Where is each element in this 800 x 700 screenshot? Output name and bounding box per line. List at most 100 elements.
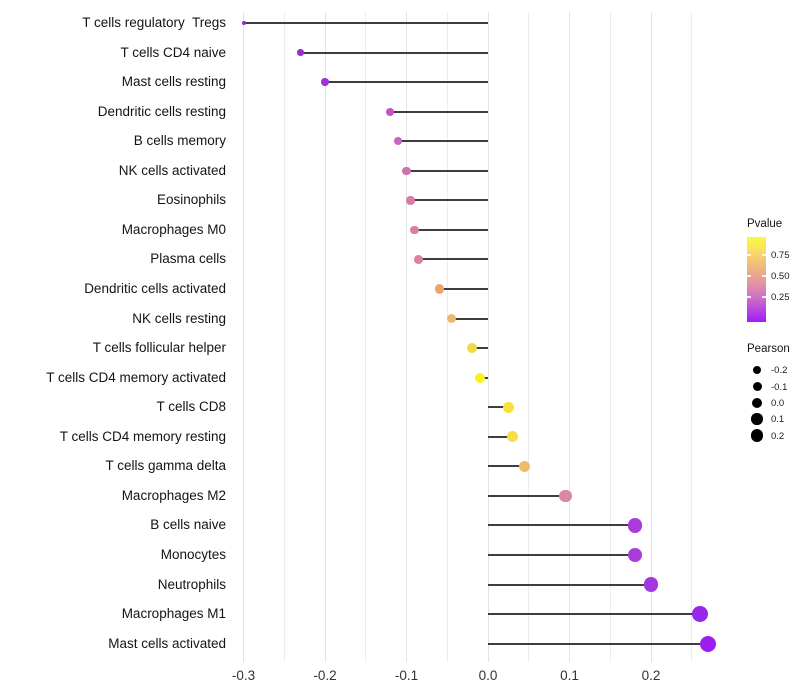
pearson-legend-title: Pearson xyxy=(747,343,790,355)
lollipop-stem xyxy=(488,583,651,586)
gradient-tick-mark xyxy=(747,275,751,277)
row-label: Mast cells resting xyxy=(121,74,226,90)
row-label: T cells CD4 memory resting xyxy=(59,428,226,444)
lollipop-dot xyxy=(518,460,531,473)
pearson-size-key-label: 0.0 xyxy=(771,398,785,409)
pvalue-tick-label: 0.25 xyxy=(771,292,790,303)
x-tick-label: -0.3 xyxy=(231,668,256,683)
lollipop-dot xyxy=(474,372,485,383)
pearson-size-key-label: 0.2 xyxy=(771,430,785,442)
pearson-size-key-dot xyxy=(751,397,763,409)
pvalue-tick-label: 0.75 xyxy=(771,250,790,261)
lollipop-dot xyxy=(297,49,304,56)
gridline xyxy=(609,12,611,662)
lollipop-dot xyxy=(241,21,246,25)
lollipop-stem xyxy=(488,435,513,438)
gridline xyxy=(324,12,326,662)
lollipop-stem xyxy=(488,406,509,409)
gradient-tick-mark xyxy=(747,254,751,256)
pvalue-gradient-bar xyxy=(747,237,766,322)
pearson-size-key-dot xyxy=(751,413,763,425)
gridline xyxy=(243,12,244,662)
lollipop-stem xyxy=(390,110,488,113)
lollipop-dot xyxy=(643,577,659,592)
lollipop-stem xyxy=(488,465,525,468)
lollipop-dot xyxy=(406,196,415,205)
row-label: Macrophages M2 xyxy=(121,487,226,503)
lollipop-dot xyxy=(700,635,717,652)
lollipop-stem xyxy=(488,494,566,497)
pearson-size-key-label: -0.2 xyxy=(771,365,788,376)
pvalue-legend-title: Pvalue xyxy=(747,218,783,230)
pearson-size-key-dot xyxy=(750,429,764,442)
pearson-size-key-label: 0.1 xyxy=(771,414,785,425)
row-label: Macrophages M0 xyxy=(121,221,226,237)
pearson-size-key-dot xyxy=(752,382,762,391)
lollipop-stem xyxy=(414,228,488,231)
lollipop-stem xyxy=(488,613,700,616)
row-label: Macrophages M1 xyxy=(121,606,226,622)
row-label: T cells regulatory Tregs xyxy=(82,15,226,30)
row-label: NK cells activated xyxy=(118,162,226,178)
row-label: T cells gamma delta xyxy=(105,458,226,474)
lollipop-stem xyxy=(451,317,488,320)
gridline xyxy=(406,12,407,662)
row-label: Neutrophils xyxy=(157,576,226,592)
lollipop-dot xyxy=(502,401,514,413)
gridline xyxy=(528,12,530,662)
lollipop-stem xyxy=(471,347,488,350)
row-label: B cells naive xyxy=(150,517,226,533)
gridline xyxy=(569,12,570,662)
lollipop-dot xyxy=(692,606,708,623)
gridline xyxy=(650,12,652,662)
lollipop-stem xyxy=(300,51,488,54)
lollipop-stem xyxy=(410,199,488,202)
row-label: Monocytes xyxy=(160,547,226,563)
lollipop-stem xyxy=(325,81,488,84)
lollipop-stem xyxy=(439,288,488,290)
row-label: T cells CD4 memory activated xyxy=(46,369,226,385)
lollipop-dot xyxy=(446,313,457,324)
row-label: NK cells resting xyxy=(132,310,226,326)
lollipop-stem xyxy=(488,524,635,527)
row-label: T cells CD8 xyxy=(156,399,226,415)
gridline xyxy=(365,12,367,662)
lollipop-dot xyxy=(627,547,642,563)
lollipop-dot xyxy=(506,431,518,443)
lollipop-stem xyxy=(418,258,488,261)
lollipop-dot xyxy=(321,78,329,86)
lollipop-stem xyxy=(488,554,635,557)
lollipop-dot xyxy=(410,225,419,235)
gridline xyxy=(691,12,693,662)
lollipop-dot xyxy=(434,284,444,294)
gradient-tick-mark xyxy=(747,296,751,298)
row-label: Eosinophils xyxy=(156,192,226,208)
lollipop-stem xyxy=(243,22,488,24)
row-label: T cells follicular helper xyxy=(92,340,226,356)
x-tick-label: 0.1 xyxy=(560,668,579,683)
gridline xyxy=(487,12,489,662)
lollipop-dot xyxy=(394,137,403,146)
lollipop-dot xyxy=(627,518,642,533)
gradient-tick-mark xyxy=(762,275,766,277)
x-tick-label: -0.2 xyxy=(313,668,337,683)
gridline xyxy=(446,12,448,662)
row-label: Dendritic cells resting xyxy=(97,103,226,119)
row-label: Mast cells activated xyxy=(108,635,226,651)
pearson-size-key-label: -0.1 xyxy=(771,381,788,393)
lollipop-dot xyxy=(386,107,395,116)
gridline xyxy=(283,12,285,662)
lollipop-dot xyxy=(414,255,424,264)
lollipop-stem xyxy=(488,642,709,645)
row-label: T cells CD4 naive xyxy=(120,44,226,60)
row-label: Plasma cells xyxy=(150,251,226,267)
lollipop-stem xyxy=(398,140,488,143)
x-tick-label: 0.0 xyxy=(478,668,498,683)
gradient-tick-mark xyxy=(762,296,766,298)
lollipop-dot xyxy=(402,166,411,175)
row-label: Dendritic cells activated xyxy=(84,281,226,296)
gradient-tick-mark xyxy=(762,254,766,256)
lollipop-stem xyxy=(406,169,488,172)
row-label: B cells memory xyxy=(133,133,226,149)
